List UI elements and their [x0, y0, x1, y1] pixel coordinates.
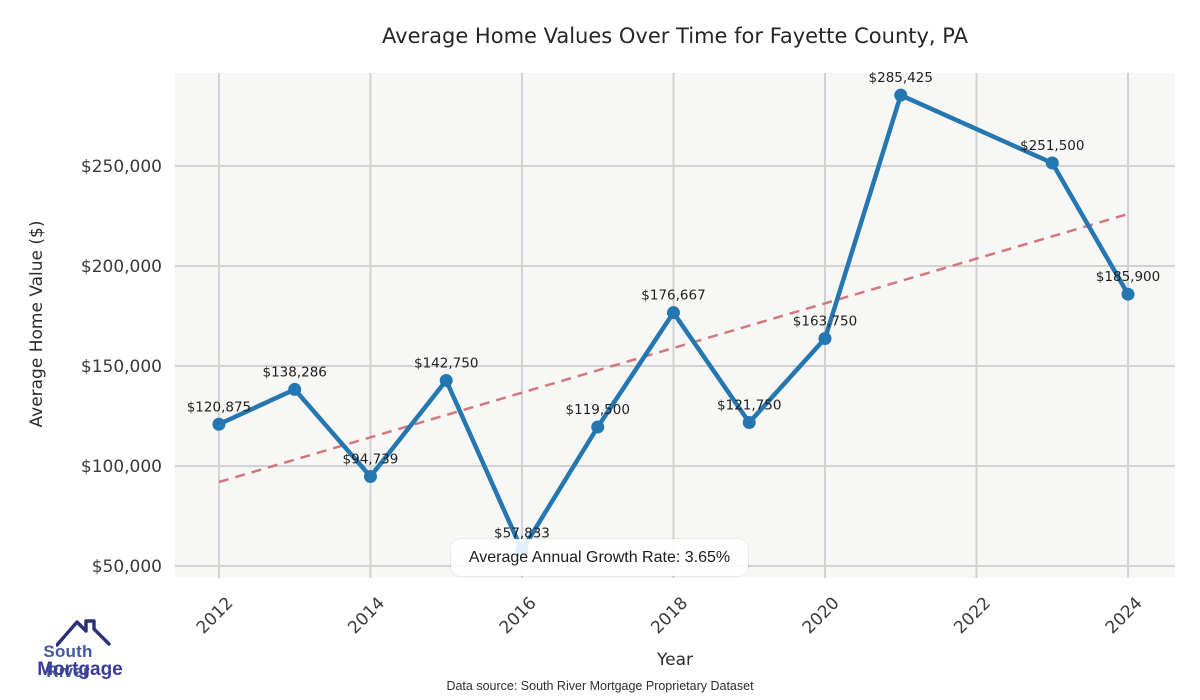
data-point-marker: [666, 306, 680, 320]
x-tick-label: 2014: [344, 593, 389, 638]
data-point-label: $57,833: [494, 525, 550, 541]
y-tick-label: $150,000: [81, 357, 162, 377]
data-point-marker: [591, 420, 605, 434]
south-river-mortgage-logo: South River Mortgage: [20, 616, 140, 688]
x-tick-label: 2020: [799, 593, 844, 638]
data-point-label: $121,750: [717, 398, 781, 414]
logo-text-mortgage: Mortgage: [37, 659, 123, 680]
x-axis-label: Year: [657, 650, 693, 670]
data-point-label: $119,500: [566, 402, 630, 418]
x-tick-label: 2022: [950, 593, 995, 638]
y-tick-label: $50,000: [92, 557, 162, 577]
x-tick-label: 2024: [1102, 593, 1147, 638]
x-tick-label: 2012: [193, 593, 238, 638]
data-point-marker: [439, 374, 453, 387]
data-source-footer: Data source: South River Mortgage Propri…: [446, 679, 754, 693]
data-point-marker: [288, 382, 302, 396]
x-tick-label: 2016: [496, 593, 541, 638]
y-tick-label: $200,000: [81, 257, 162, 277]
data-point-label: $94,739: [343, 452, 399, 468]
data-point-marker: [1121, 287, 1135, 301]
plot-background: [175, 73, 1175, 578]
x-tick-label: 2018: [647, 593, 692, 638]
data-point-label: $185,900: [1096, 269, 1160, 285]
data-point-marker: [742, 416, 756, 429]
y-tick-label: $250,000: [81, 157, 162, 177]
y-tick-label: $100,000: [81, 457, 162, 477]
logo-text-south-river: South River: [43, 642, 93, 681]
data-point-label: $138,286: [262, 364, 326, 380]
series-line: [216, 92, 1131, 553]
data-point-label: $176,667: [641, 288, 705, 304]
data-point-marker: [818, 332, 832, 345]
data-point-label: $285,425: [869, 70, 933, 86]
data-point-marker: [212, 417, 226, 431]
data-point-label: $163,750: [793, 314, 857, 330]
growth-rate-annotation: Average Annual Growth Rate: 3.65%: [451, 539, 748, 576]
house-roof-chimney-icon: [56, 619, 111, 647]
data-point-marker: [894, 88, 908, 102]
chart-title: Average Home Values Over Time for Fayett…: [382, 24, 968, 48]
trend-line: [218, 212, 1129, 484]
data-point-label: $142,750: [414, 356, 478, 372]
data-point-label: $120,875: [187, 399, 251, 415]
data-point-marker: [1045, 156, 1059, 170]
data-point-label: $251,500: [1020, 138, 1084, 154]
roof-path: [56, 619, 111, 647]
data-point-marker: [363, 470, 377, 484]
